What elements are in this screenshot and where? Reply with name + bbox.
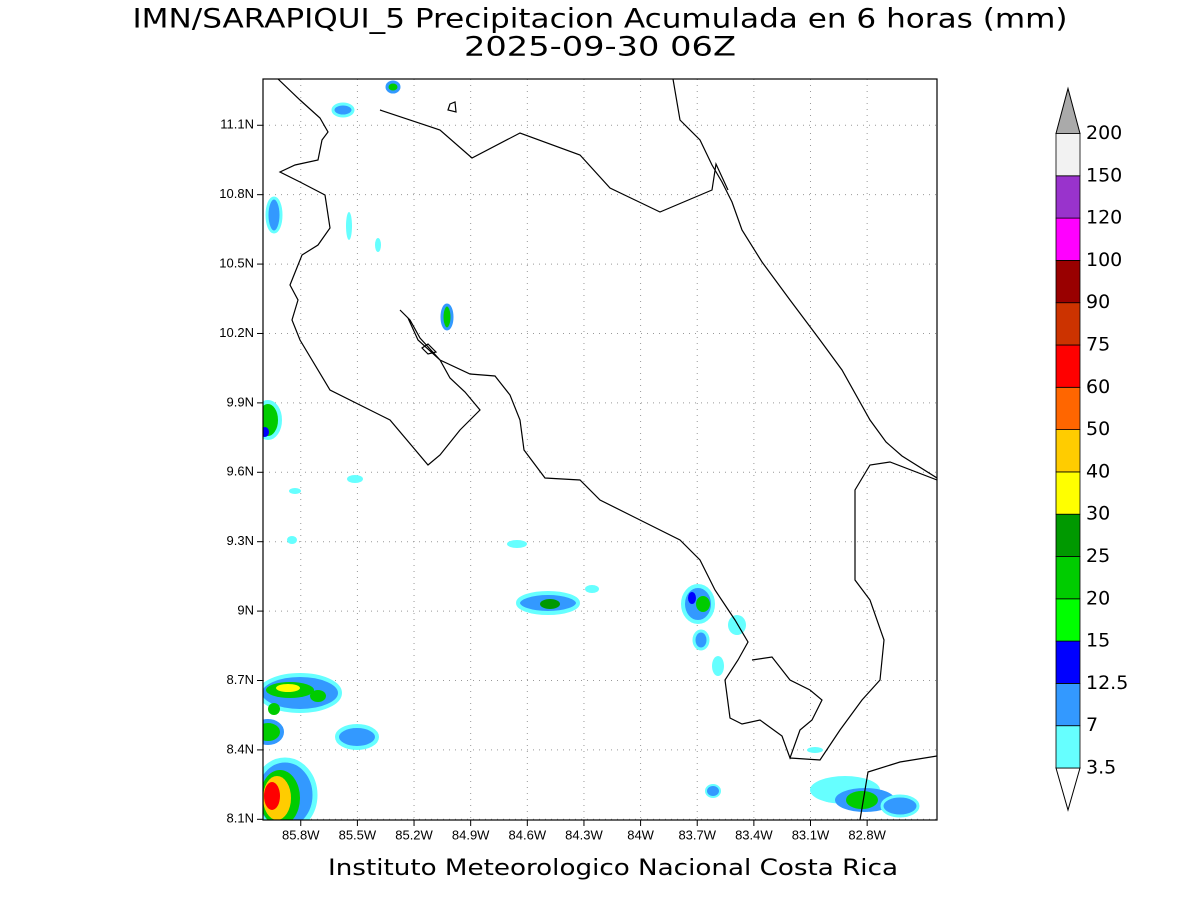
colorbar-label: 200 bbox=[1086, 122, 1122, 144]
colorbar-segment bbox=[1055, 640, 1081, 684]
y-tick-label: 10.2N bbox=[219, 325, 254, 340]
colorbar-label: 100 bbox=[1086, 249, 1122, 271]
colorbar-label: 50 bbox=[1086, 418, 1110, 440]
y-tick-label: 9.6N bbox=[227, 464, 254, 479]
colorbar-segment bbox=[1055, 556, 1081, 600]
colorbar-label: 30 bbox=[1086, 503, 1110, 525]
y-tick-label: 10.8N bbox=[219, 186, 254, 201]
y-tick-label: 9.9N bbox=[227, 394, 254, 409]
x-tick-label: 85.2W bbox=[395, 827, 433, 842]
colorbar-segment bbox=[1055, 598, 1081, 642]
y-tick-label: 10.5N bbox=[219, 256, 254, 271]
colorbar-label: 7 bbox=[1086, 714, 1098, 736]
x-tick-label: 83.7W bbox=[678, 827, 716, 842]
colorbar-label: 3.5 bbox=[1086, 757, 1116, 779]
colorbar-segment bbox=[1055, 429, 1081, 473]
y-tick-label: 8.4N bbox=[227, 741, 254, 756]
colorbar-label: 15 bbox=[1086, 630, 1110, 652]
colorbar-label: 150 bbox=[1086, 164, 1122, 186]
title: IMN/SARAPIQUI_5 Precipitacion Acumulada … bbox=[133, 4, 1068, 35]
colorbar-label: 120 bbox=[1086, 207, 1122, 229]
x-tick-label: 84.9W bbox=[452, 827, 490, 842]
colorbar-label: 20 bbox=[1086, 587, 1110, 609]
x-tick-label: 83.4W bbox=[735, 827, 773, 842]
grid bbox=[257, 79, 937, 826]
colorbar-over bbox=[1055, 86, 1081, 134]
x-tick-label: 83.1W bbox=[792, 827, 830, 842]
colorbar-segment bbox=[1055, 683, 1081, 727]
colorbar-label: 40 bbox=[1086, 460, 1110, 482]
colorbar-label: 90 bbox=[1086, 291, 1110, 313]
colorbar-segment bbox=[1055, 175, 1081, 219]
x-tick-label: 84.3W bbox=[565, 827, 603, 842]
colorbar-segment bbox=[1055, 344, 1081, 388]
x-tick-label: 84W bbox=[627, 827, 654, 842]
x-tick-label: 85.8W bbox=[282, 827, 320, 842]
colorbar-label: 25 bbox=[1086, 545, 1110, 567]
colorbar-segment bbox=[1055, 513, 1081, 557]
colorbar-label: 12.5 bbox=[1086, 672, 1128, 694]
footer: Instituto Meteorologico Nacional Costa R… bbox=[328, 856, 898, 881]
y-tick-label: 9N bbox=[237, 603, 254, 618]
subtitle: 2025-09-30 06Z bbox=[464, 32, 736, 63]
colorbar-label: 75 bbox=[1086, 334, 1110, 356]
colorbar-segment bbox=[1055, 133, 1081, 177]
colorbar-segment bbox=[1055, 217, 1081, 261]
y-tick-label: 11.1N bbox=[220, 117, 254, 132]
colorbar-segment bbox=[1055, 302, 1081, 346]
map-frame bbox=[262, 78, 938, 821]
x-tick-label: 85.5W bbox=[339, 827, 377, 842]
colorbar: 3.5 7 12.5 15 20 25 30 40 50 60 75 90 100 120 150 200 bbox=[1055, 86, 1128, 812]
x-tick-label: 84.6W bbox=[509, 827, 547, 842]
precipitation bbox=[263, 79, 937, 820]
colorbar-segment bbox=[1055, 259, 1081, 304]
map-area bbox=[257, 78, 938, 826]
x-tick-label: 82.8W bbox=[848, 827, 886, 842]
y-tick-label: 9.3N bbox=[227, 533, 254, 548]
colorbar-label: 60 bbox=[1086, 376, 1110, 398]
y-tick-label: 8.7N bbox=[227, 672, 254, 687]
colorbar-segment bbox=[1055, 386, 1081, 430]
colorbar-segment bbox=[1055, 471, 1081, 515]
y-tick-label: 8.1N bbox=[227, 811, 254, 826]
colorbar-under bbox=[1055, 767, 1081, 812]
colorbar-segment bbox=[1055, 725, 1081, 769]
